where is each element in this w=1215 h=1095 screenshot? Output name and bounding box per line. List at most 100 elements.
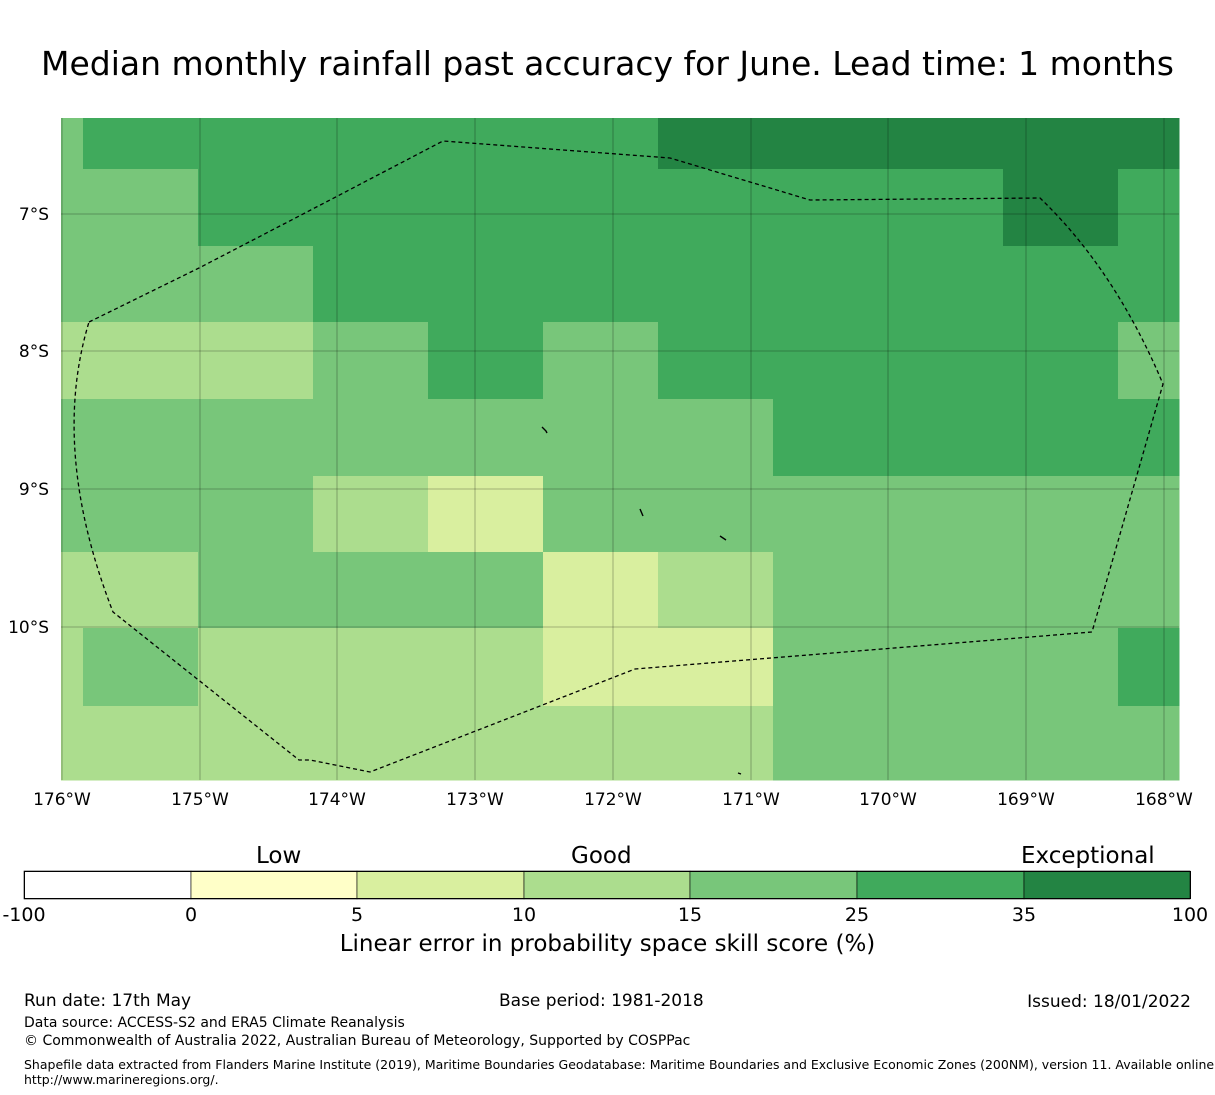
grid-cell — [83, 706, 199, 781]
grid-cell — [773, 169, 1004, 247]
grid-cell — [83, 118, 199, 170]
grid-cell — [773, 706, 1004, 781]
grid-cell — [658, 476, 774, 553]
lon-tick-label: 170°W — [859, 790, 917, 810]
grid-cell — [1003, 246, 1119, 323]
shapefile-credit-line-2: http://www.marineregions.org/. — [24, 1072, 219, 1087]
grid-cell — [543, 118, 659, 170]
grid-cell — [773, 399, 1004, 477]
grid-cell — [428, 628, 544, 707]
graticule — [61, 118, 1179, 780]
grid-cell — [61, 246, 84, 323]
colorbar-category-exceptional: Exceptional — [1021, 843, 1155, 869]
lon-tick-label: 171°W — [722, 790, 780, 810]
issued-date: Issued: 18/01/2022 — [1027, 992, 1191, 1012]
grid-cell — [1118, 118, 1180, 170]
lon-tick-label: 173°W — [446, 790, 504, 810]
grid-cell — [1003, 118, 1119, 170]
grid-cell — [1003, 476, 1119, 553]
grid-cell — [1118, 552, 1180, 629]
lat-tick-label: 10°S — [8, 618, 49, 638]
grid-cell — [1003, 169, 1119, 247]
grid-cell — [83, 169, 199, 247]
lat-tick-label: 8°S — [19, 342, 49, 362]
colorbar-segment — [856, 870, 1025, 900]
grid-cell — [83, 476, 199, 553]
grid-cell — [773, 476, 1004, 553]
grid-cell — [658, 322, 774, 400]
base-period: Base period: 1981-2018 — [499, 991, 704, 1011]
grid-cell — [773, 628, 1004, 707]
grid-cell — [773, 118, 1004, 170]
grid-cell — [1118, 169, 1180, 247]
grid-cell — [543, 628, 659, 707]
grid-cell — [543, 552, 659, 629]
grid-cell — [773, 246, 1004, 323]
colorbar-segment — [356, 870, 525, 900]
colorbar-segment — [23, 870, 192, 900]
grid-cell — [428, 322, 544, 400]
grid-cell — [1118, 322, 1180, 400]
lon-tick-label: 175°W — [171, 790, 229, 810]
colorbar-tick-labels: -100 0 5 10 15 25 35 100 — [2, 904, 1208, 926]
grid-cell — [198, 322, 314, 400]
colorbar-tick-label: 0 — [185, 904, 197, 926]
grid-cell — [198, 118, 314, 170]
colorbar-segment — [190, 870, 358, 900]
colorbar-tick-label: 100 — [1172, 904, 1208, 926]
eez-boundary — [73, 140, 1164, 773]
grid-cell — [658, 552, 774, 629]
grid-cell — [198, 628, 314, 707]
colorbar: -100 0 5 10 15 25 35 100 — [2, 870, 1208, 926]
grid-cell — [1003, 628, 1119, 707]
grid-cell — [313, 246, 429, 323]
map-figure: 176°W 175°W 174°W 173°W 172°W 171°W 170°… — [8, 118, 1193, 810]
grid-cell — [313, 706, 429, 781]
grid-cell — [543, 399, 659, 477]
grid-cell — [83, 322, 199, 400]
grid-cell — [543, 169, 659, 247]
skill-grid — [61, 118, 1180, 781]
colorbar-tick-label: 10 — [512, 904, 536, 926]
lon-tick-label: 176°W — [33, 790, 91, 810]
grid-cell — [1118, 399, 1180, 477]
grid-cell — [1118, 706, 1180, 781]
grid-cell — [198, 169, 314, 247]
grid-cell — [428, 552, 544, 629]
colorbar-segment — [689, 870, 858, 900]
grid-cell — [313, 399, 429, 477]
map-title: Median monthly rainfall past accuracy fo… — [41, 44, 1174, 83]
grid-cell — [428, 169, 544, 247]
lon-tick-label: 168°W — [1135, 790, 1193, 810]
shapefile-credit-line-1: Shapefile data extracted from Flanders M… — [24, 1057, 1215, 1072]
grid-cell — [198, 399, 314, 477]
grid-cell — [658, 169, 774, 247]
grid-cell — [428, 399, 544, 477]
grid-cell — [313, 169, 429, 247]
grid-cell — [1118, 628, 1180, 707]
lon-tick-label: 172°W — [584, 790, 642, 810]
colorbar-segments — [23, 870, 1191, 900]
grid-cell — [543, 476, 659, 553]
lon-tick-label: 169°W — [997, 790, 1055, 810]
grid-cell — [313, 476, 429, 553]
grid-cell — [61, 476, 84, 553]
grid-cell — [428, 706, 544, 781]
grid-cell — [83, 552, 199, 629]
grid-cell — [313, 552, 429, 629]
grid-cell — [198, 552, 314, 629]
grid-cell — [1003, 399, 1119, 477]
longitude-tick-labels: 176°W 175°W 174°W 173°W 172°W 171°W 170°… — [33, 790, 1193, 810]
grid-cell — [658, 246, 774, 323]
grid-cell — [428, 476, 544, 553]
grid-cell — [1003, 552, 1119, 629]
grid-cell — [83, 399, 199, 477]
run-date: Run date: 17th May — [24, 991, 192, 1011]
grid-cell — [658, 399, 774, 477]
colorbar-category-low: Low — [256, 843, 302, 869]
grid-cell — [61, 628, 84, 707]
grid-cell — [1003, 322, 1119, 400]
grid-cell — [543, 706, 659, 781]
colorbar-tick-label: 15 — [678, 904, 702, 926]
grid-cell — [543, 322, 659, 400]
